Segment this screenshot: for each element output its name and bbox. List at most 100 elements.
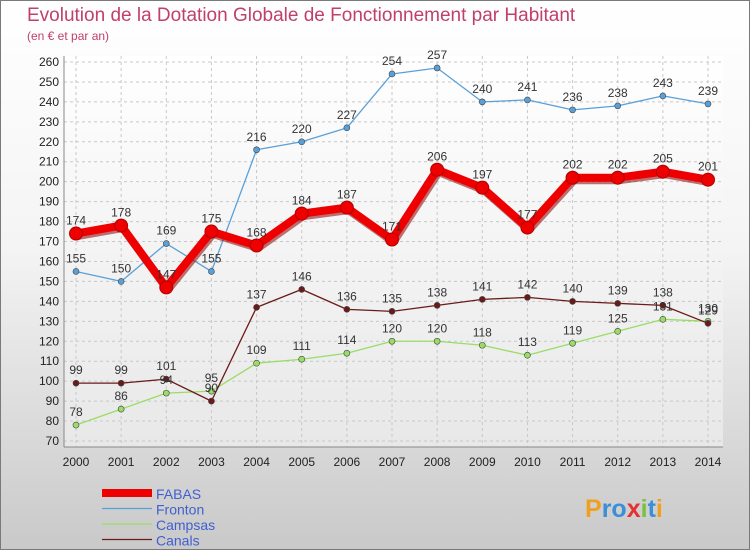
- data-label-campsas: 119: [563, 323, 582, 337]
- data-point-fronton: [704, 100, 712, 108]
- data-label-fabas: 206: [427, 150, 447, 164]
- data-label-campsas: 114: [337, 333, 356, 347]
- data-point-canals: [659, 302, 667, 309]
- data-label-fabas: 202: [563, 158, 583, 172]
- data-label-fronton: 239: [698, 84, 718, 98]
- legend-label-campsas: Campsas: [156, 517, 215, 533]
- data-label-campsas: 78: [69, 405, 83, 419]
- data-label-campsas: 120: [427, 321, 447, 335]
- x-tick-label: 2000: [63, 455, 90, 469]
- data-point-fronton: [433, 64, 441, 72]
- data-label-fronton: 236: [563, 90, 583, 104]
- data-point-fronton: [253, 146, 260, 154]
- y-tick-label: 260: [39, 55, 59, 69]
- data-point-canals: [253, 304, 260, 311]
- data-label-fronton: 169: [156, 224, 176, 238]
- y-tick-label: 250: [39, 75, 59, 89]
- data-label-fronton: 240: [472, 82, 492, 96]
- data-point-fronton: [208, 268, 215, 275]
- data-point-canals: [433, 302, 441, 309]
- data-label-canals: 146: [292, 269, 312, 283]
- chart-subtitle: (en € et par an): [27, 29, 110, 43]
- data-label-canals: 138: [653, 285, 673, 299]
- data-point-canals: [117, 379, 125, 387]
- y-tick-label: 220: [39, 135, 59, 149]
- data-label-fabas: 184: [292, 194, 312, 208]
- data-label-fabas: 147: [156, 267, 176, 281]
- data-point-canals: [208, 397, 215, 405]
- data-point-canals: [72, 379, 80, 387]
- y-tick-label: 180: [39, 215, 59, 229]
- x-tick-label: 2011: [560, 455, 586, 469]
- y-tick-label: 190: [39, 195, 59, 209]
- y-tick-label: 150: [39, 274, 59, 288]
- data-label-fabas: 171: [382, 220, 402, 234]
- data-point-campsas: [614, 327, 622, 335]
- x-tick-label: 2014: [695, 455, 722, 469]
- data-label-campsas: 125: [608, 311, 628, 325]
- data-label-canals: 99: [114, 363, 128, 377]
- data-label-fabas: 201: [698, 160, 718, 174]
- data-point-canals: [162, 375, 170, 383]
- data-label-canals: 138: [427, 285, 447, 299]
- y-tick-label: 80: [46, 414, 60, 428]
- data-point-campsas: [253, 359, 260, 367]
- data-point-fabas: [610, 170, 625, 185]
- data-point-campsas: [162, 389, 170, 397]
- data-point-fronton: [298, 138, 306, 146]
- data-point-fronton: [478, 98, 486, 106]
- data-label-fronton: 257: [427, 48, 447, 62]
- legend-label-fronton: Fronton: [156, 502, 204, 518]
- data-label-campsas: 109: [247, 343, 267, 357]
- data-point-fabas: [294, 206, 309, 221]
- data-point-fabas: [655, 164, 670, 179]
- y-tick-label: 170: [39, 235, 59, 249]
- data-point-fronton: [162, 240, 170, 247]
- x-tick-label: 2007: [379, 455, 406, 469]
- y-tick-label: 90: [46, 394, 60, 408]
- data-label-canals: 136: [337, 289, 357, 303]
- data-point-fabas: [114, 218, 129, 233]
- data-point-campsas: [659, 316, 667, 323]
- y-tick-label: 100: [39, 374, 59, 388]
- legend-label-canals: Canals: [156, 533, 200, 549]
- data-point-canals: [524, 294, 531, 301]
- data-point-canals: [704, 320, 712, 327]
- x-tick-label: 2008: [424, 455, 451, 469]
- data-point-fabas: [339, 200, 354, 215]
- data-label-canals: 142: [517, 277, 537, 291]
- data-point-campsas: [433, 337, 441, 345]
- data-point-fronton: [388, 70, 396, 78]
- data-point-campsas: [208, 387, 215, 395]
- data-point-fabas: [69, 226, 83, 241]
- data-point-fronton: [659, 92, 667, 100]
- data-label-canals: 101: [156, 359, 176, 373]
- plot-area: [64, 56, 723, 447]
- chart-title: Evolution de la Dotation Globale de Fonc…: [27, 5, 576, 26]
- data-point-fabas: [159, 280, 174, 295]
- data-label-fabas: 175: [201, 212, 221, 226]
- y-tick-label: 240: [39, 95, 59, 109]
- data-label-fronton: 238: [608, 86, 628, 100]
- data-point-fronton: [72, 268, 80, 275]
- data-label-campsas: 120: [382, 321, 402, 335]
- data-label-campsas: 130: [698, 301, 718, 315]
- data-label-fabas: 168: [247, 226, 267, 240]
- data-label-canals: 140: [563, 281, 583, 295]
- x-tick-label: 2004: [243, 455, 270, 469]
- data-point-fabas: [701, 172, 715, 187]
- data-labels: 155 150 169 155 216 220 227 254 257 240 241 236 238 2…: [66, 48, 718, 419]
- data-label-fabas: 174: [66, 214, 86, 228]
- data-point-canals: [388, 308, 396, 315]
- data-label-fabas: 178: [111, 206, 131, 220]
- x-tick-label: 2010: [514, 455, 541, 469]
- data-label-campsas: 95: [205, 371, 219, 385]
- proxiti-logo: Proxiti: [585, 495, 663, 523]
- series-group: [69, 64, 715, 429]
- data-label-fabas: 187: [337, 188, 357, 202]
- y-tick-label: 160: [39, 254, 59, 268]
- data-point-campsas: [343, 349, 351, 357]
- x-tick-label: 2012: [604, 455, 631, 469]
- data-label-campsas: 86: [114, 389, 128, 403]
